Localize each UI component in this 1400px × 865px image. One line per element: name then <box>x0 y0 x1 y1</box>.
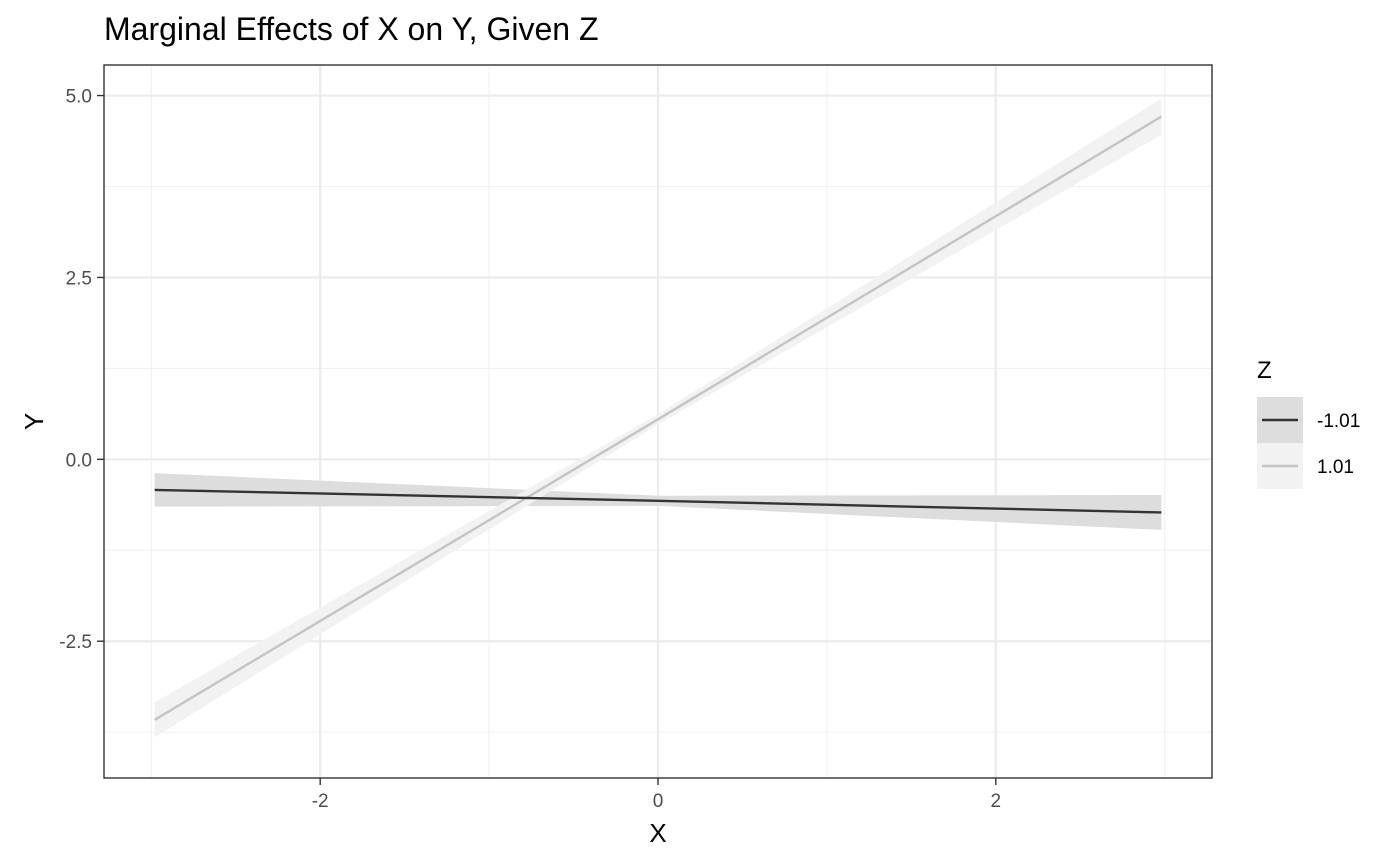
y-tick-label: 2.5 <box>66 268 92 289</box>
legend: Z -1.01 1.01 <box>1257 357 1360 489</box>
legend-label-1: 1.01 <box>1317 457 1354 478</box>
series-lines <box>154 115 1162 721</box>
y-tick-label: 0.0 <box>66 450 92 471</box>
legend-title: Z <box>1257 357 1272 384</box>
series-line-1 <box>154 115 1162 721</box>
x-tick-label: -2 <box>312 791 329 812</box>
x-axis: -2 0 2 <box>312 778 1001 812</box>
legend-items: -1.01 1.01 <box>1257 397 1360 489</box>
y-axis-title: Y <box>19 413 49 430</box>
legend-label-0: -1.01 <box>1317 411 1360 432</box>
x-tick-label: 2 <box>991 791 1002 812</box>
y-axis: -2.5 0.0 2.5 5.0 <box>59 87 104 653</box>
series-line-0 <box>154 488 1162 514</box>
chart-title: Marginal Effects of X on Y, Given Z <box>104 11 598 47</box>
confidence-band-1 <box>154 98 1162 738</box>
x-axis-title: X <box>649 818 666 848</box>
x-tick-label: 0 <box>653 791 664 812</box>
y-tick-label: 5.0 <box>66 87 92 108</box>
y-tick-label: -2.5 <box>59 632 92 653</box>
